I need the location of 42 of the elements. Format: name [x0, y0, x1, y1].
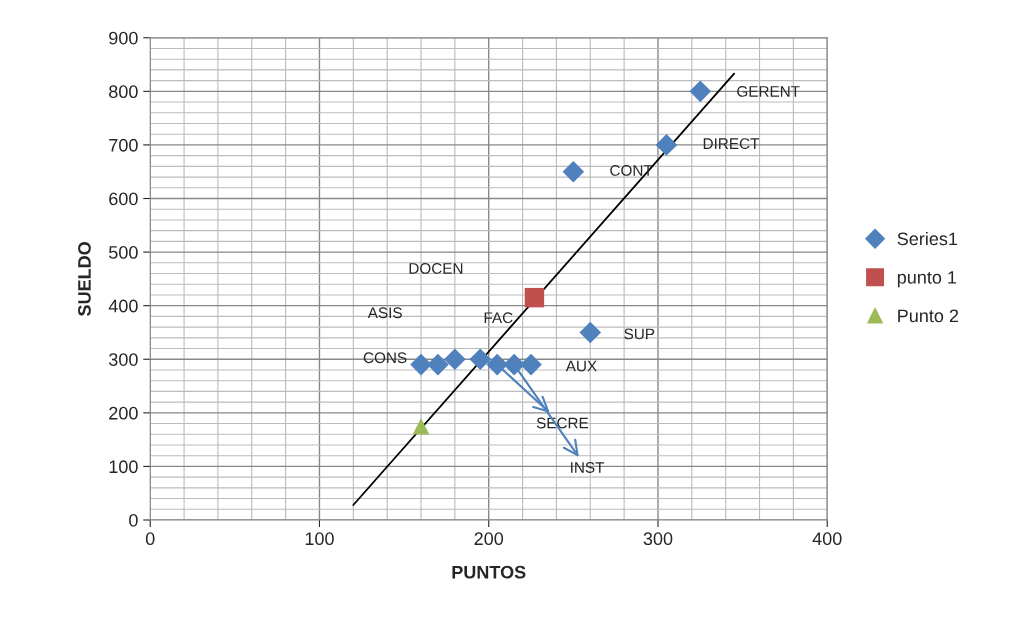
legend-label: punto 1	[897, 271, 957, 288]
point	[689, 80, 712, 103]
annotation: GERENT	[737, 86, 800, 97]
point	[486, 353, 508, 376]
y-tick-label: 400	[108, 299, 138, 313]
y-tick-label: 100	[109, 460, 138, 474]
point	[524, 287, 545, 308]
x-tick-label: 100	[305, 532, 334, 546]
point	[410, 353, 432, 376]
point	[412, 417, 430, 435]
point	[503, 353, 525, 376]
annotation: DIRECT	[703, 138, 760, 150]
point	[655, 134, 678, 156]
x-tick-label: 300	[643, 532, 673, 546]
y-tick-label: 500	[109, 246, 138, 259]
point	[444, 348, 466, 371]
point	[579, 321, 602, 344]
annotation: FAC	[484, 312, 513, 324]
legend-label: Series1	[897, 231, 958, 246]
point	[427, 353, 449, 376]
y-tick-label: 300	[108, 353, 138, 366]
y-tick-label: 800	[109, 85, 138, 99]
y-tick-label: 600	[109, 192, 138, 206]
y-tick-label: 700	[109, 138, 138, 152]
x-tick-label: 200	[474, 532, 504, 546]
y-axis-title: SUELDO	[78, 242, 91, 316]
annotation: SUP	[624, 328, 655, 340]
annotation: CONS	[363, 352, 407, 364]
y-tick-label: 200	[109, 406, 138, 420]
legend-label: Punto 2	[898, 309, 959, 323]
point	[469, 348, 492, 371]
annotation: ASIS	[367, 307, 402, 319]
point	[520, 353, 542, 376]
annotation: DOCEN	[409, 263, 463, 274]
point	[562, 160, 585, 183]
x-tick-label: 400	[812, 532, 842, 546]
y-tick-label: 0	[129, 513, 138, 527]
annotation: AUX	[565, 360, 597, 372]
y-tick-label: 900	[109, 31, 138, 45]
x-axis-title: PUNTOS	[452, 565, 526, 579]
x-tick-label: 0	[145, 532, 155, 546]
annotation: INST	[571, 462, 605, 473]
